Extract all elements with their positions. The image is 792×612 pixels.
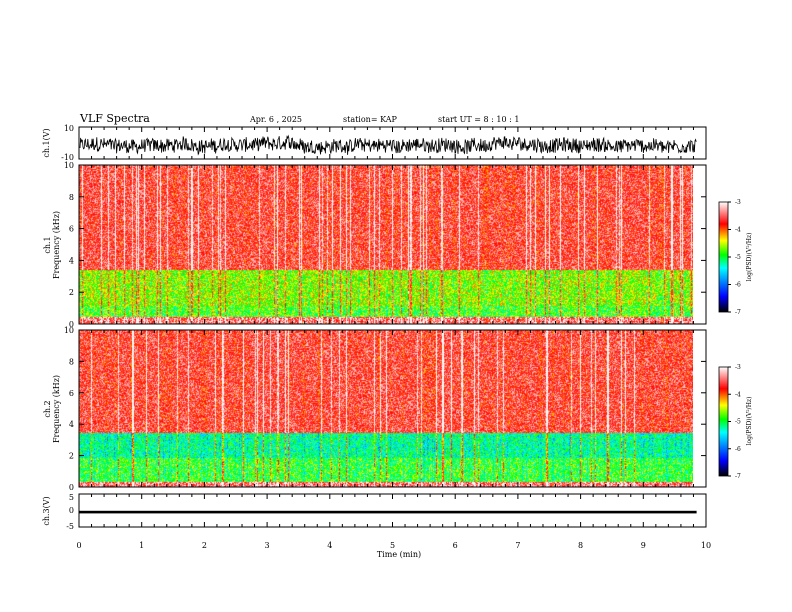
colorbar-ch1-tick-label: -7 <box>735 309 741 316</box>
ch2-spectrogram-ylabel-channel: ch.2 <box>43 400 52 417</box>
ch1-waveform-panel: 10 -10 ch.1(V) <box>42 124 707 162</box>
ch1-spectrogram-ylabel-frequency: Frequency (kHz) <box>52 211 61 279</box>
time-axis-ticks: 0 1 2 3 4 5 6 7 8 9 10 <box>76 127 711 550</box>
colorbar-ch2-tick-label: -4 <box>735 391 741 398</box>
ch1-spectrogram-image <box>79 165 693 324</box>
ch3-waveform-ylabel: ch.3(V) <box>42 496 51 525</box>
ch2-spectrogram-ytick-label: 2 <box>69 452 74 461</box>
ch1-waveform-ylabel: ch.1(V) <box>42 128 51 157</box>
ch2-spectrogram-ytick-label: 4 <box>69 420 74 429</box>
station-label: station= KAP <box>343 115 398 124</box>
ch2-spectrogram-ylabel-frequency: Frequency (kHz) <box>52 375 61 443</box>
time-tick-label: 6 <box>453 541 458 550</box>
ch1-spectrogram-ytick-label: 10 <box>64 161 74 170</box>
colorbar-ch2-tick-label: -7 <box>735 473 741 480</box>
time-tick-label: 9 <box>641 541 646 550</box>
ch2-spectrogram-ytick-label: 8 <box>69 357 74 366</box>
colorbar-ch2-gradient <box>718 366 729 477</box>
colorbar-ch1-gradient <box>718 201 729 313</box>
colorbar-ch1: -3 -4 -5 -6 -7 log(PSD)(V²/Hz) <box>718 199 753 316</box>
ch2-spectrogram-ytick-label: 0 <box>69 483 74 492</box>
ch3-ytick-mid: 0 <box>69 506 74 515</box>
ch2-spectrogram-panel: 0 2 4 6 8 10 ch.2 Frequency (kHz) <box>43 326 707 492</box>
colorbar-ch2-tick-label: -3 <box>735 364 741 371</box>
time-tick-label: 7 <box>515 541 520 550</box>
ch2-spectrogram-ytick-label: 6 <box>69 389 74 398</box>
ch3-waveform-trace <box>79 510 697 514</box>
ch1-ytick-top: 10 <box>64 124 74 133</box>
start-time-label: start UT = 8 : 10 : 1 <box>438 115 519 124</box>
ch1-spectrogram-panel: 0 2 4 6 8 10 ch.1 Frequency (kHz) <box>43 161 707 329</box>
colorbar-ch1-label: log(PSD)(V²/Hz) <box>746 233 753 282</box>
ch1-spectrogram-ytick-label: 0 <box>69 320 74 329</box>
time-tick-label: 3 <box>265 541 270 550</box>
colorbar-ch2-label: log(PSD)(V²/Hz) <box>746 397 753 446</box>
colorbar-ch2-tick-label: -6 <box>735 446 741 453</box>
ch2-spectrogram-ytick-label: 10 <box>64 326 74 335</box>
ch1-spectrogram-ytick-label: 4 <box>69 256 74 265</box>
time-tick-label: 4 <box>327 541 332 550</box>
colorbar-ch1-tick-label: -5 <box>735 254 741 261</box>
time-tick-label: 0 <box>76 541 81 550</box>
ch1-ytick-bottom: -10 <box>61 153 74 162</box>
date-label: Apr. 6 , 2025 <box>249 115 302 124</box>
ch2-spectrogram-image <box>79 330 693 487</box>
ch1-spectrogram-ytick-label: 2 <box>69 288 74 297</box>
ch3-ytick-top: 5 <box>69 493 74 502</box>
colorbar-ch2: -3 -4 -5 -6 -7 log(PSD)(V²/Hz) <box>718 364 753 480</box>
ch1-spectrogram-ytick-label: 6 <box>69 225 74 234</box>
ch1-spectrogram-ytick-label: 8 <box>69 193 74 202</box>
time-tick-label: 5 <box>390 541 395 550</box>
figure-title: VLF Spectra <box>79 112 150 125</box>
time-tick-label: 2 <box>202 541 207 550</box>
time-tick-label: 1 <box>139 541 144 550</box>
ch2-spectrogram-yticks: 0 2 4 6 8 10 <box>64 326 706 492</box>
colorbar-ch1-tick-label: -3 <box>735 199 741 206</box>
colorbar-ch1-tick-label: -6 <box>735 282 741 289</box>
colorbar-ch2-tick-label: -5 <box>735 419 741 426</box>
colorbar-ch1-tick-label: -4 <box>735 227 741 234</box>
ch1-spectrogram-yticks: 0 2 4 6 8 10 <box>64 161 706 329</box>
ch1-waveform-line <box>79 134 697 156</box>
colorbar-ch2-ticks: -3 -4 -5 -6 -7 <box>728 364 741 480</box>
ch1-spectrogram-ylabel-channel: ch.1 <box>43 236 52 253</box>
time-tick-label: 10 <box>701 541 711 550</box>
colorbar-ch1-ticks: -3 -4 -5 -6 -7 <box>728 199 741 316</box>
time-tick-label: 8 <box>578 541 583 550</box>
time-axis-label: Time (min) <box>377 550 421 559</box>
ch3-ytick-bottom: -5 <box>66 522 74 531</box>
